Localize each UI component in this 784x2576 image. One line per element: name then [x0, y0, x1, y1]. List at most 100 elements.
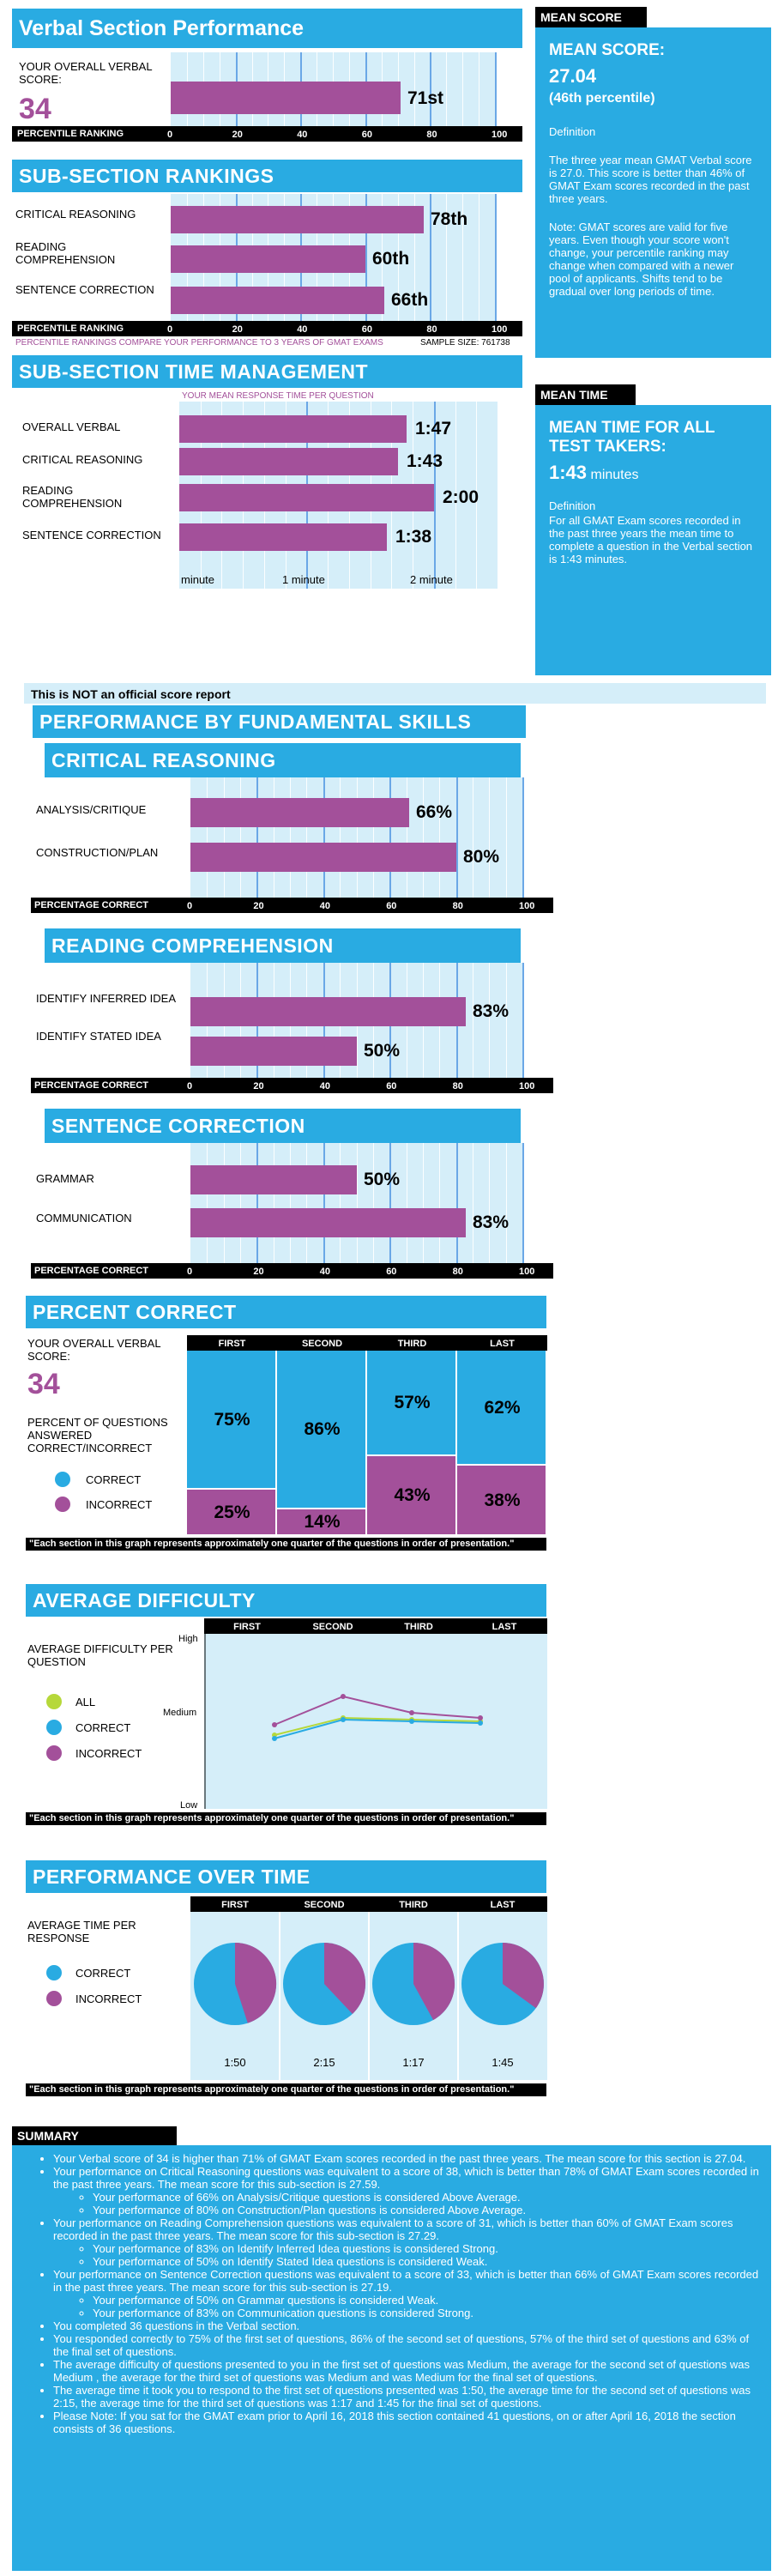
pie-time-label: 1:17	[402, 2056, 424, 2069]
pc-col-second: SECOND	[301, 1339, 343, 1349]
legend-incorrect-dot	[46, 1745, 62, 1761]
difficulty-chart	[204, 1634, 547, 1809]
gridline	[290, 1143, 291, 1263]
legend-correct-label: CORRECT	[75, 1721, 131, 1734]
bar	[171, 245, 365, 273]
summary-subitem: Your performance of 66% on Analysis/Crit…	[93, 2191, 764, 2204]
line-correct-point	[341, 1717, 346, 1722]
level-high: High	[178, 1634, 198, 1644]
fs-cr-title: CRITICAL REASONING	[45, 743, 521, 777]
unofficial-disclaimer: This is NOT an official score report	[24, 683, 766, 704]
fs-rc-axis: PERCENTAGE CORRECT 0 20 40 60 80 100	[31, 1078, 553, 1093]
gridline	[240, 1143, 241, 1263]
line-correct-point	[409, 1719, 414, 1724]
summary-item: You completed 36 questions in the Verbal…	[53, 2319, 764, 2332]
gridline	[423, 777, 424, 898]
axis-tick: 100	[492, 324, 508, 335]
line-incorrect-point	[478, 1715, 483, 1720]
line-incorrect-point	[409, 1710, 414, 1715]
line-correct	[274, 1718, 481, 1739]
gridline	[489, 1143, 490, 1263]
gridline	[256, 777, 258, 898]
sample-size: SAMPLE SIZE: 761738	[420, 338, 510, 348]
gridline	[340, 1143, 341, 1263]
correct-cell	[457, 1351, 546, 1464]
summary-item-text: Your performance on Critical Reasoning q…	[53, 2165, 759, 2191]
mean-time-box: MEAN TIME FOR ALL TEST TAKERS: 1:43 minu…	[535, 405, 771, 675]
gridline	[207, 777, 208, 898]
summary-subitem: Your performance of 83% on Identify Infe…	[93, 2242, 764, 2255]
gridline	[306, 777, 307, 898]
gridline	[240, 777, 241, 898]
mean-score-definition: The three year mean GMAT Verbal score is…	[549, 154, 752, 205]
summary-sublist: Your performance of 83% on Identify Infe…	[53, 2242, 764, 2268]
time-label-sc: SENTENCE CORRECTION	[22, 529, 161, 541]
mean-score-note: Note: GMAT scores are valid for five yea…	[549, 221, 734, 298]
pie-incorrect-slice	[324, 1943, 366, 2014]
bar	[190, 997, 466, 1026]
axis-tick: 80	[426, 130, 437, 140]
legend-correct-dot	[46, 1965, 62, 1980]
bar-value-label: 80%	[463, 847, 500, 867]
time-management-chart: 1:47 1:43 2:00 1:38 minute 1 minute 2 minute	[179, 402, 498, 589]
fs-cr-label-1: CONSTRUCTION/PLAN	[36, 846, 159, 859]
percentile-value-label: 71st	[407, 88, 444, 108]
time-bar	[179, 415, 407, 443]
summary-subitem: Your performance of 50% on Identify Stat…	[93, 2255, 764, 2268]
line-correct-point	[272, 1736, 277, 1741]
fs-rc-label-1: IDENTIFY STATED IDEA	[36, 1030, 161, 1043]
axis-tick: 60	[361, 130, 373, 140]
bar	[190, 843, 456, 872]
summary-item: Your performance on Reading Comprehensio…	[53, 2216, 764, 2268]
axis-tick: 80	[452, 1081, 463, 1091]
gridline	[382, 194, 383, 321]
gridline	[357, 777, 358, 898]
gridline	[434, 402, 436, 589]
bar	[190, 1208, 466, 1237]
incorrect-pct: 25%	[214, 1503, 250, 1522]
gridline	[462, 52, 463, 126]
fs-sc-title: SENTENCE CORRECTION	[45, 1109, 521, 1143]
axis-tick: 20	[232, 324, 243, 335]
gridline	[373, 1143, 374, 1263]
summary-item-text: The average difficulty of questions pres…	[53, 2358, 750, 2384]
gridline	[456, 777, 458, 898]
diff-column-header: FIRST SECOND THIRD LAST	[204, 1618, 547, 1634]
gridline	[455, 402, 456, 589]
summary-item: Please Note: If you sat for the GMAT exa…	[53, 2410, 764, 2435]
summary-subitem: Your performance of 80% on Construction/…	[93, 2204, 764, 2216]
time-management-subtitle: YOUR MEAN RESPONSE TIME PER QUESTION	[182, 391, 374, 401]
incorrect-pct: 14%	[304, 1512, 341, 1532]
gridline	[522, 963, 524, 1078]
line-correct-point	[478, 1720, 483, 1726]
line-all	[274, 1716, 481, 1736]
gridline	[414, 194, 415, 321]
axis-label: PERCENTAGE CORRECT	[34, 1266, 149, 1276]
percentile-axis: PERCENTILE RANKING 0 20 40 60 80 100	[12, 126, 522, 142]
gridline	[489, 963, 490, 1078]
legend-correct-dot	[55, 1472, 70, 1487]
fs-cr-axis: PERCENTAGE CORRECT 0 20 40 60 80 100	[31, 898, 553, 913]
line-incorrect-point	[341, 1694, 346, 1699]
gridline	[456, 1143, 458, 1263]
mean-score-percentile: (46th percentile)	[549, 91, 655, 106]
correct-cell	[367, 1351, 455, 1454]
fs-rc-title: READING COMPREHENSION	[45, 928, 521, 963]
axis-tick: 20	[232, 130, 243, 140]
gridline	[430, 52, 431, 126]
summary-item: Your performance on Sentence Correction …	[53, 2268, 764, 2319]
time-bar	[179, 484, 434, 511]
axis-tick: 40	[319, 901, 331, 911]
gridline	[495, 52, 497, 126]
mean-score-def-label: Definition	[549, 125, 596, 138]
level-low: Low	[180, 1800, 198, 1811]
bar	[190, 1165, 357, 1194]
bar	[171, 206, 424, 233]
summary-item: Your performance on Critical Reasoning q…	[53, 2165, 764, 2216]
fs-rc-label-0: IDENTIFY INFERRED IDEA	[36, 992, 177, 1005]
incorrect-cell	[367, 1456, 455, 1534]
over-time-title: PERFORMANCE OVER TIME	[26, 1860, 546, 1893]
mean-time-unit: minutes	[590, 468, 639, 482]
line-incorrect	[274, 1695, 481, 1726]
ot-col-last: LAST	[490, 1900, 516, 1910]
